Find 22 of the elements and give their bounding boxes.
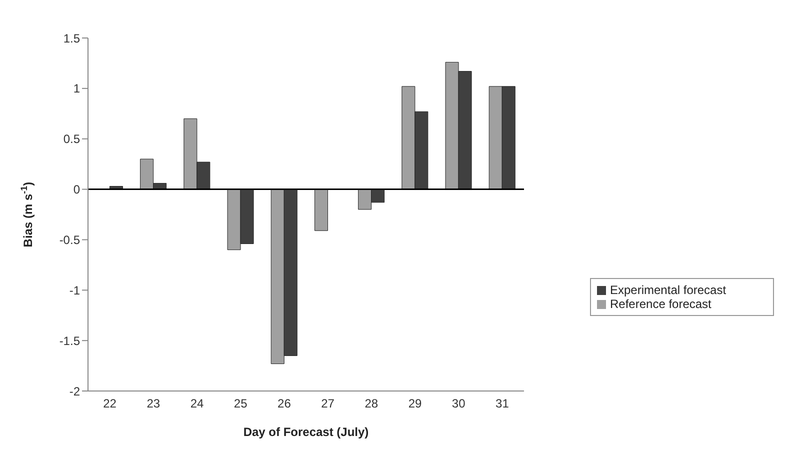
legend-label: Reference forecast xyxy=(610,297,712,311)
bar xyxy=(314,189,328,231)
y-tick-label: 1 xyxy=(73,82,80,96)
x-tick-label: 26 xyxy=(278,396,292,411)
y-tick-label: 1.5 xyxy=(63,31,80,46)
y-tick-label: -1 xyxy=(69,283,80,298)
y-tick-label: 0 xyxy=(73,182,80,197)
y-tick-label: 0.5 xyxy=(63,132,80,146)
y-tick-label: -2 xyxy=(69,384,80,398)
x-tick-label: 27 xyxy=(321,396,335,411)
legend-label: Experimental forecast xyxy=(610,283,726,297)
y-tick-label: -0.5 xyxy=(59,232,80,247)
x-tick-label: 23 xyxy=(146,396,160,411)
x-tick-label: 31 xyxy=(496,396,510,411)
x-tick-label: 30 xyxy=(452,396,466,411)
x-tick-label: 25 xyxy=(234,396,248,411)
x-axis-title: Day of Forecast (July) xyxy=(243,425,369,439)
y-tick-label: -1.5 xyxy=(59,334,80,348)
x-tick-label: 29 xyxy=(408,396,422,411)
x-tick-label: 28 xyxy=(364,396,378,411)
x-tick-label: 24 xyxy=(190,396,204,411)
x-tick-label: 22 xyxy=(103,396,117,411)
